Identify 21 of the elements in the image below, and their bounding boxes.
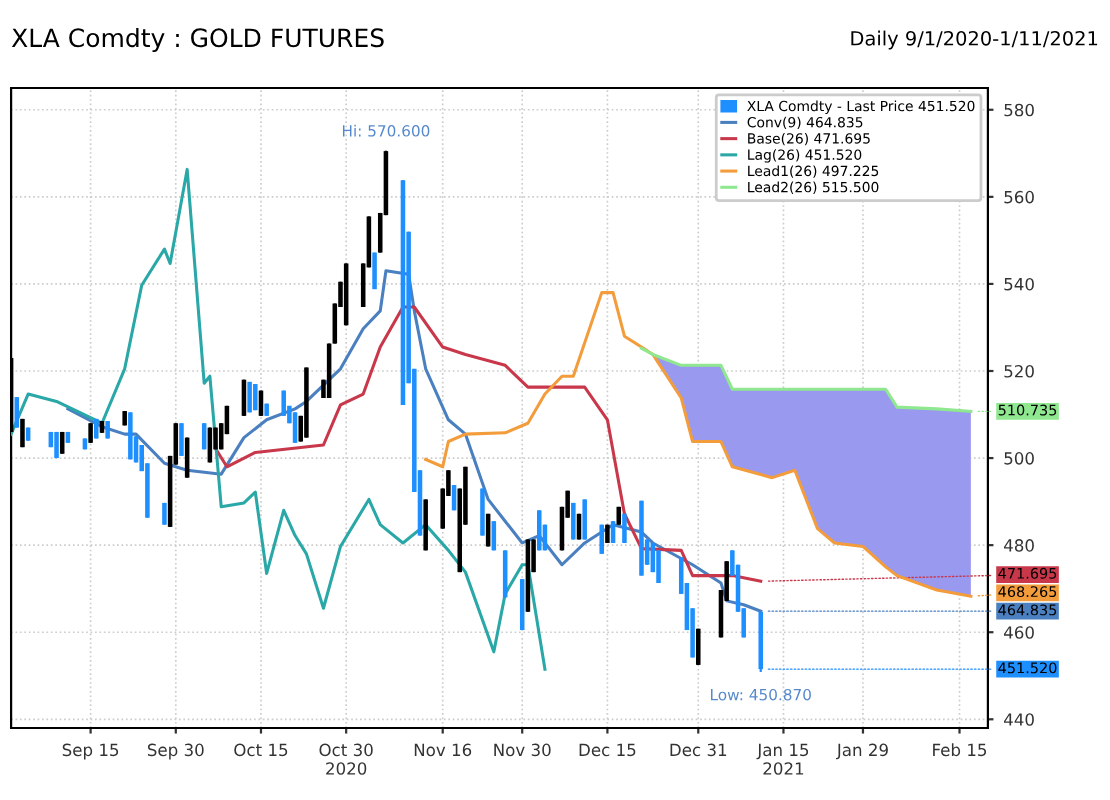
x-tick-label: Dec 31 [670,743,727,757]
x-tick-label: Dec 15 [579,743,636,757]
x-tick-label: Jan 29 [836,743,888,760]
x-tick-label: Oct 15 [234,743,288,757]
y-tick-label: 440 [1003,713,1034,726]
y-tick-label: 480 [1003,539,1034,552]
x-tick-label: Nov 30 [494,743,551,757]
x-tick-label: Oct 30 2020 [319,743,373,775]
y-tick-label: 560 [1004,190,1034,204]
x-tick-label: Sep 30 [147,743,204,760]
y-tick-label: 520 [1004,364,1034,378]
x-tick-label: Jan 15 2021 [756,743,809,775]
chart-title: XLA Comdty : GOLD FUTURES [11,27,384,53]
x-tick-label: Feb 15 [933,743,987,757]
chart-subtitle: Daily 9/1/2020-1/11/2021 [851,30,1098,50]
x-tick-label: Sep 15 [62,743,119,760]
y-tick-label: 500 [1004,452,1034,465]
x-tick-label: Nov 16 [414,743,472,757]
y-tick-label: 460 [1003,626,1034,639]
y-tick-label: 580 [1004,103,1034,117]
y-tick-label: 540 [1004,277,1034,291]
